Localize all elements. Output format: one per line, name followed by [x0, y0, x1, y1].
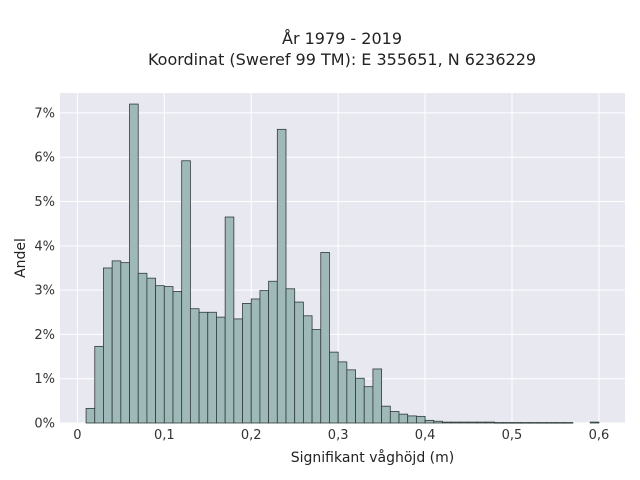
histogram-bar — [537, 422, 548, 424]
histogram-bar — [268, 280, 278, 424]
y-axis-label: Andel — [13, 238, 29, 278]
histogram-bar — [302, 315, 313, 424]
histogram-bar — [181, 160, 191, 424]
histogram-bar — [372, 368, 383, 424]
y-tick-label: 3% — [34, 284, 55, 299]
histogram-bar — [528, 422, 539, 424]
histogram-bar — [259, 290, 270, 424]
histogram-bar — [511, 422, 522, 424]
histogram-bar — [285, 288, 296, 424]
histogram-bar — [468, 421, 478, 424]
grid-lines — [60, 93, 625, 424]
histogram-bar — [346, 369, 356, 424]
histogram-bar — [242, 303, 252, 424]
histogram-bar — [94, 345, 104, 424]
histogram-bar — [459, 421, 469, 424]
histogram-bar — [224, 216, 235, 424]
histogram-bar — [415, 415, 426, 424]
histogram-bar — [320, 252, 330, 424]
histogram-bar — [589, 421, 600, 424]
histogram-bar — [520, 422, 530, 424]
histogram-bar — [146, 277, 157, 424]
title-line-2: Koordinat (Sweref 99 TM): E 355651, N 62… — [147, 50, 537, 69]
y-tick-label: 6% — [34, 151, 55, 166]
histogram-bar — [120, 262, 130, 424]
histogram-bar — [433, 420, 443, 424]
histogram-bar — [311, 329, 322, 424]
x-tick-label: 0 — [73, 428, 81, 443]
histogram-bar — [476, 421, 487, 424]
histogram-bar — [502, 422, 513, 424]
histogram-bar — [129, 103, 139, 424]
histogram-bar — [337, 361, 348, 424]
histogram-bar — [198, 311, 209, 424]
y-tick-label: 4% — [34, 239, 55, 254]
histogram-bar — [207, 311, 217, 424]
histogram-bar — [450, 421, 461, 424]
x-axis-label: Signifikant våghöjd (m) — [291, 449, 454, 466]
histogram-bar — [494, 422, 504, 424]
histogram-bar — [485, 421, 496, 424]
y-tick-label: 5% — [34, 195, 55, 210]
histogram-bar — [172, 291, 183, 424]
y-tick-label: 0% — [34, 417, 55, 432]
x-tick-label: 0,3 — [328, 428, 349, 443]
x-tick-label: 0,4 — [415, 428, 436, 443]
histogram-bar — [398, 413, 409, 424]
histogram-bar — [407, 415, 417, 424]
histogram-bar — [381, 405, 391, 424]
x-tick-label: 0,5 — [502, 428, 523, 443]
y-tick-label: 1% — [34, 372, 55, 387]
histogram-bar — [155, 285, 165, 424]
histogram-bar — [111, 260, 122, 424]
histogram-bar — [424, 419, 435, 424]
histogram-bar — [276, 128, 287, 424]
title-line-1: År 1979 - 2019 — [282, 29, 402, 48]
histogram-bar — [555, 422, 565, 424]
histogram-bar — [233, 318, 243, 424]
histogram-bar — [137, 272, 148, 424]
x-tick-label: 0,6 — [589, 428, 610, 443]
histogram-bar — [250, 298, 261, 424]
histogram-bar — [329, 351, 339, 424]
histogram-bar — [442, 421, 452, 424]
histogram-bar — [85, 407, 96, 424]
histogram-bar — [103, 267, 113, 424]
histogram-bar — [355, 377, 365, 424]
histogram-bar — [563, 422, 574, 424]
x-tick-label: 0,1 — [154, 428, 175, 443]
histogram-bar — [163, 286, 174, 424]
histogram-bar — [363, 386, 374, 424]
bars — [85, 103, 600, 424]
histogram-bar — [294, 301, 304, 424]
y-tick-label: 7% — [34, 106, 55, 121]
histogram-bar — [546, 422, 556, 424]
x-tick-label: 0,2 — [241, 428, 262, 443]
y-tick-label: 2% — [34, 328, 55, 343]
chart-title: År 1979 - 2019 Koordinat (Sweref 99 TM):… — [0, 28, 640, 70]
histogram-bar — [189, 308, 200, 424]
histogram-bar — [216, 316, 226, 424]
y-axis-ticks: 0% 1% 2% 3% 4% 5% 6% 7% — [34, 106, 55, 431]
histogram-bar — [389, 411, 400, 424]
x-axis-ticks: 0 0,1 0,2 0,3 0,4 0,5 0,6 — [73, 428, 609, 443]
